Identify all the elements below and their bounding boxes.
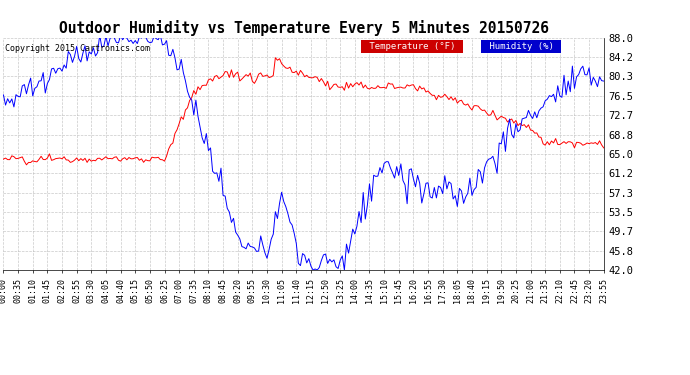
- Text: Temperature (°F): Temperature (°F): [364, 42, 460, 51]
- Text: Humidity (%): Humidity (%): [484, 42, 559, 51]
- Text: Copyright 2015 Cartronics.com: Copyright 2015 Cartronics.com: [5, 45, 150, 54]
- Title: Outdoor Humidity vs Temperature Every 5 Minutes 20150726: Outdoor Humidity vs Temperature Every 5 …: [59, 20, 549, 36]
